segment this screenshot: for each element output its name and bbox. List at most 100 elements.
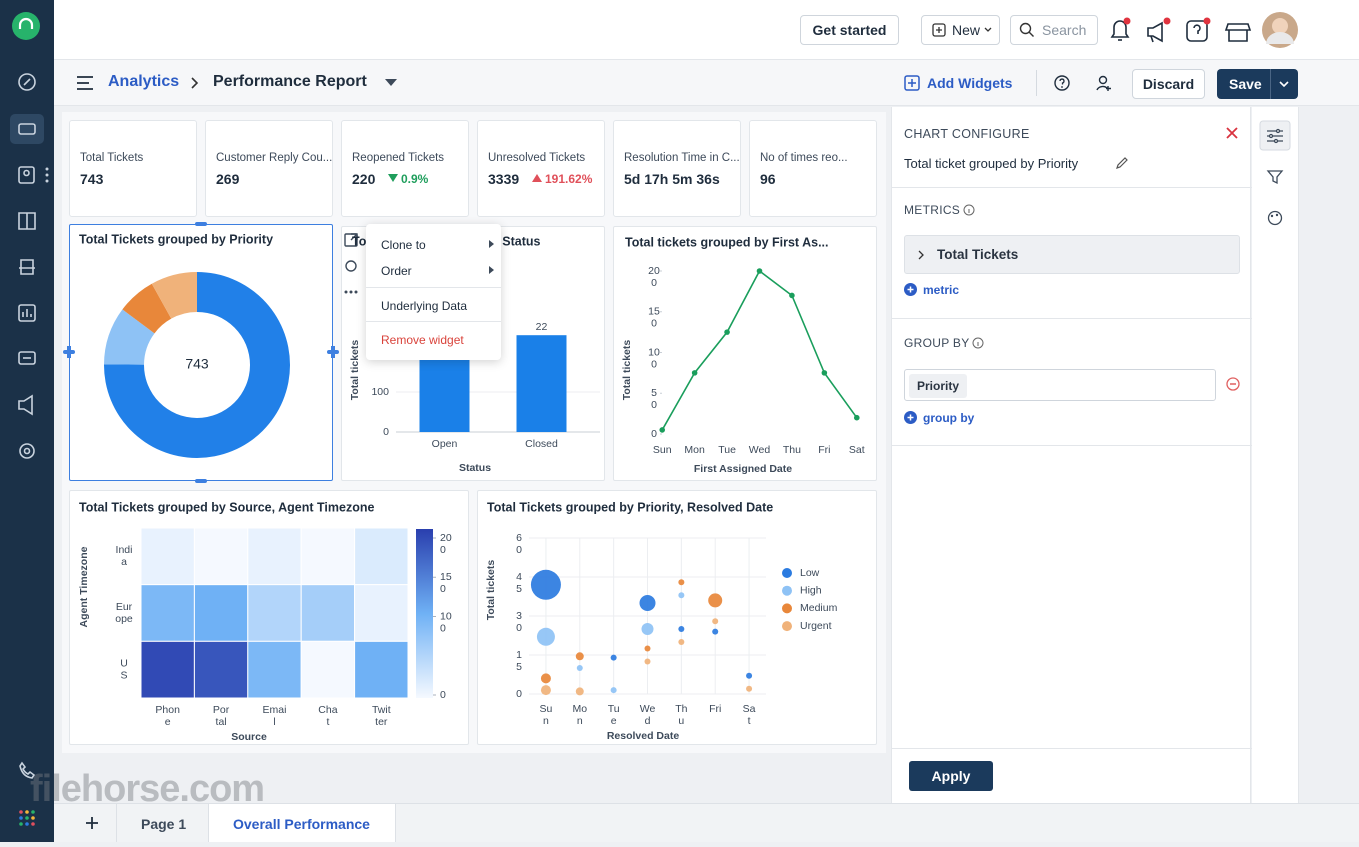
breadcrumb-current: Performance Report: [213, 73, 367, 90]
divider: [892, 748, 1252, 749]
divider: [892, 318, 1252, 319]
widget-card: [477, 490, 877, 745]
menu-item-danger[interactable]: Remove widget: [381, 333, 464, 347]
group-by-heading: GROUP BY: [904, 336, 970, 350]
search-placeholder: Search: [1042, 22, 1087, 38]
sidebar-icons: [10, 12, 49, 826]
divider: [892, 187, 1252, 188]
remove-icon[interactable]: [1226, 377, 1240, 391]
kpi-label: Reopened Tickets: [352, 152, 445, 164]
resize-handle: [195, 479, 207, 483]
panel-heading: CHART CONFIGURE: [904, 127, 1030, 141]
info-icon: [972, 337, 984, 349]
nav-icons[interactable]: [10, 73, 44, 779]
panel-tab-icons[interactable]: [1252, 107, 1299, 237]
search-box[interactable]: Search: [1010, 15, 1098, 45]
top-bar: [54, 0, 1359, 60]
apps-grid[interactable]: [19, 810, 35, 826]
metric-row[interactable]: Total Tickets: [904, 235, 1240, 274]
submenu-arrow: [489, 266, 494, 274]
kpi-value: 3339: [488, 171, 520, 187]
menu-item[interactable]: Clone to: [381, 238, 426, 252]
apply-button[interactable]: Apply: [909, 761, 993, 791]
widget-toolbar[interactable]: [343, 231, 361, 301]
add-tab[interactable]: [85, 816, 99, 830]
menu-item[interactable]: Order: [381, 264, 412, 278]
kpi-card: Customer Reply Cou... 269: [205, 120, 333, 217]
close-icon[interactable]: [1226, 127, 1238, 139]
kpi-card: Unresolved Tickets 3339 191.62%: [477, 120, 605, 217]
save-caret[interactable]: [1278, 80, 1290, 88]
chart-name: Total ticket grouped by Priority: [904, 156, 1079, 171]
add-icon: [904, 411, 917, 424]
resize-handle: [67, 346, 71, 358]
kpi-label: Resolution Time in C...: [624, 152, 740, 164]
caret: [984, 27, 992, 32]
kpi-change: 0.9%: [401, 172, 429, 186]
config-panel: CHART CONFIGURE Total ticket grouped by …: [891, 107, 1252, 803]
more-dots: [45, 167, 49, 183]
toolbar-icons[interactable]: [1054, 75, 1114, 93]
new-label: New: [952, 22, 981, 38]
sidebar: [0, 0, 54, 842]
kpi-card: Total Tickets 743: [69, 120, 197, 217]
get-started-button[interactable]: Get started: [800, 15, 899, 45]
add-metric[interactable]: metric: [923, 283, 960, 297]
info-icon: [963, 204, 975, 216]
add-group-by[interactable]: group by: [923, 411, 975, 425]
kpi-value: 96: [760, 171, 776, 187]
widget-card: [613, 226, 877, 481]
kpi-value: 5d 17h 5m 36s: [624, 171, 720, 187]
add-widgets[interactable]: Add Widgets: [927, 75, 1013, 91]
metrics-heading: METRICS: [904, 203, 961, 217]
kpi-card: Reopened Tickets 220 0.9%: [341, 120, 469, 217]
context-menu: Clone to Order Underlying Data Remove wi…: [366, 224, 501, 360]
menu-icon[interactable]: [76, 75, 94, 91]
trend-arrow: [532, 174, 542, 182]
search-icon: [1019, 22, 1034, 37]
watermark: filehorse.com: [30, 768, 265, 810]
breadcrumb-root[interactable]: Analytics: [108, 73, 180, 90]
logo: [12, 12, 40, 40]
save-button[interactable]: Save: [1217, 69, 1298, 99]
kpi-card: Resolution Time in C... 5d 17h 5m 36s: [613, 120, 741, 217]
submenu-arrow: [489, 240, 494, 248]
menu-divider: [366, 321, 501, 322]
add-widgets-icon: [904, 75, 920, 91]
trend-arrow: [388, 174, 398, 182]
divider: [892, 445, 1252, 446]
metric-name: Total Tickets: [937, 247, 1019, 262]
discard-button[interactable]: Discard: [1132, 69, 1205, 99]
logo-mark: [18, 17, 34, 29]
separator: [1036, 70, 1037, 96]
resize-handle: [195, 222, 207, 226]
kpi-value: 220: [352, 171, 376, 187]
chevron: [918, 250, 924, 260]
kpi-label: Total Tickets: [80, 152, 144, 164]
group-by-chip: Priority: [909, 374, 968, 398]
widget-card: [69, 490, 469, 745]
tab-active[interactable]: Overall Performance: [209, 804, 396, 842]
kpi-label: No of times reo...: [760, 152, 848, 164]
kpi-label: Unresolved Tickets: [488, 152, 586, 164]
breadcrumb-separator: [191, 77, 199, 89]
plus-icon: [932, 23, 946, 37]
kpi-card: No of times reo... 96: [749, 120, 877, 217]
group-by-input[interactable]: Priority: [904, 369, 1216, 401]
tab[interactable]: Page 1: [116, 804, 209, 842]
menu-item[interactable]: Underlying Data: [381, 299, 468, 313]
new-button[interactable]: New: [921, 15, 1000, 45]
kpi-label: Customer Reply Cou...: [216, 152, 333, 164]
save-label: Save: [1229, 76, 1262, 92]
report-dropdown[interactable]: [384, 78, 398, 87]
edit-icon[interactable]: [1115, 156, 1129, 170]
kpi-value: 743: [80, 171, 104, 187]
top-icons[interactable]: [1100, 10, 1320, 52]
kpi-value: 269: [216, 171, 240, 187]
kpi-change: 191.62%: [545, 172, 593, 186]
save-divider: [1270, 69, 1271, 99]
panel-tabs: [1252, 107, 1299, 803]
resize-handle: [331, 346, 335, 358]
add-icon: [904, 283, 917, 296]
